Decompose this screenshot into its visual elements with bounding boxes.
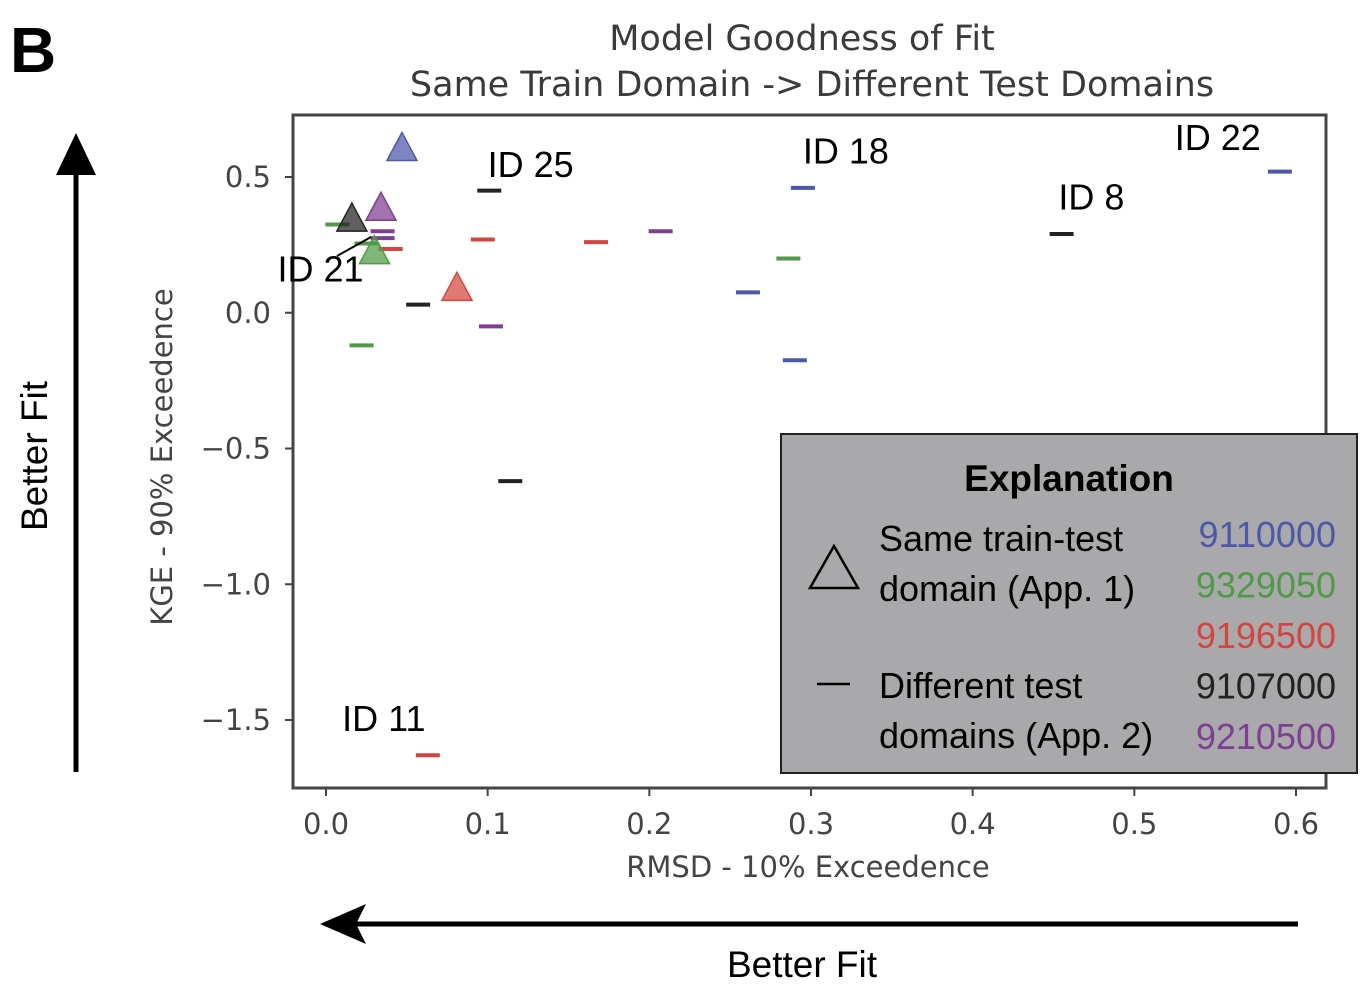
x-tick-label: 0.0 bbox=[303, 807, 349, 841]
same-domain-triangle bbox=[440, 270, 474, 302]
x-tick-label: 0.6 bbox=[1273, 807, 1319, 841]
id-annotation: ID 25 bbox=[488, 144, 574, 185]
vertical-better-fit-label: Better Fit bbox=[14, 380, 55, 531]
annotations: ID 25 ID 18 ID 22 ID 8 ID 21 ID 11 bbox=[278, 117, 1261, 739]
legend-series-id: 9329050 bbox=[1196, 565, 1336, 606]
id-annotation: ID 8 bbox=[1058, 177, 1124, 218]
y-tick-label: −1.0 bbox=[201, 567, 271, 601]
id-annotation: ID 18 bbox=[803, 130, 889, 171]
x-tick-label: 0.1 bbox=[465, 807, 511, 841]
arrow-left-icon bbox=[320, 904, 366, 944]
horizontal-better-fit-arrow: Better Fit bbox=[320, 904, 1298, 985]
legend-series-id: 9210500 bbox=[1196, 716, 1336, 757]
y-tick-label: −0.5 bbox=[201, 432, 271, 466]
legend-title: Explanation bbox=[964, 458, 1174, 499]
vertical-better-fit-arrow: Better Fit bbox=[14, 133, 96, 772]
y-axis-ticks: 0.5 0.0 −0.5 −1.0 −1.5 bbox=[201, 160, 293, 737]
same-domain-triangle bbox=[358, 234, 391, 265]
x-axis-label: RMSD - 10% Exceedence bbox=[626, 850, 990, 884]
x-tick-label: 0.3 bbox=[788, 807, 834, 841]
legend-same-line-2: domain (App. 1) bbox=[879, 568, 1135, 609]
legend-series-ids: 9110000 9329050 9196500 9107000 9210500 bbox=[1196, 514, 1336, 757]
horizontal-better-fit-label: Better Fit bbox=[727, 944, 878, 985]
legend-series-id: 9107000 bbox=[1196, 666, 1336, 707]
data-marks bbox=[325, 130, 1292, 758]
legend-diff-line-1: Different test bbox=[879, 665, 1082, 706]
chart-title-line-1: Model Goodness of Fit bbox=[609, 19, 995, 59]
panel-label: B bbox=[10, 14, 56, 86]
x-axis-ticks: 0.0 0.1 0.2 0.3 0.4 0.5 0.6 bbox=[303, 788, 1319, 841]
arrow-up-icon bbox=[56, 133, 96, 175]
y-tick-label: 0.5 bbox=[225, 160, 271, 194]
x-tick-label: 0.4 bbox=[950, 807, 996, 841]
x-tick-label: 0.5 bbox=[1111, 807, 1157, 841]
same-domain-triangle bbox=[335, 201, 369, 232]
id-21-leader-line bbox=[336, 236, 372, 257]
x-tick-label: 0.2 bbox=[626, 807, 672, 841]
y-tick-label: −1.5 bbox=[201, 703, 271, 737]
legend-box bbox=[780, 433, 1358, 774]
legend: Explanation Same train-test domain (App.… bbox=[780, 433, 1358, 774]
y-axis-label: KGE - 90% Exceedence bbox=[145, 288, 179, 625]
same-domain-triangle bbox=[385, 130, 419, 162]
legend-same-line-1: Same train-test bbox=[879, 518, 1123, 559]
chart-title-line-2: Same Train Domain -> Different Test Doma… bbox=[410, 65, 1214, 105]
legend-series-id: 9196500 bbox=[1196, 615, 1336, 656]
same-domain-triangle bbox=[364, 190, 398, 221]
id-annotation: ID 21 bbox=[278, 249, 364, 290]
legend-diff-line-2: domains (App. 2) bbox=[879, 715, 1153, 756]
y-tick-label: 0.0 bbox=[225, 296, 271, 330]
id-annotation: ID 22 bbox=[1175, 117, 1261, 158]
triangle-icon bbox=[807, 543, 861, 590]
legend-series-id: 9110000 bbox=[1199, 514, 1336, 555]
id-annotation: ID 11 bbox=[342, 698, 425, 739]
